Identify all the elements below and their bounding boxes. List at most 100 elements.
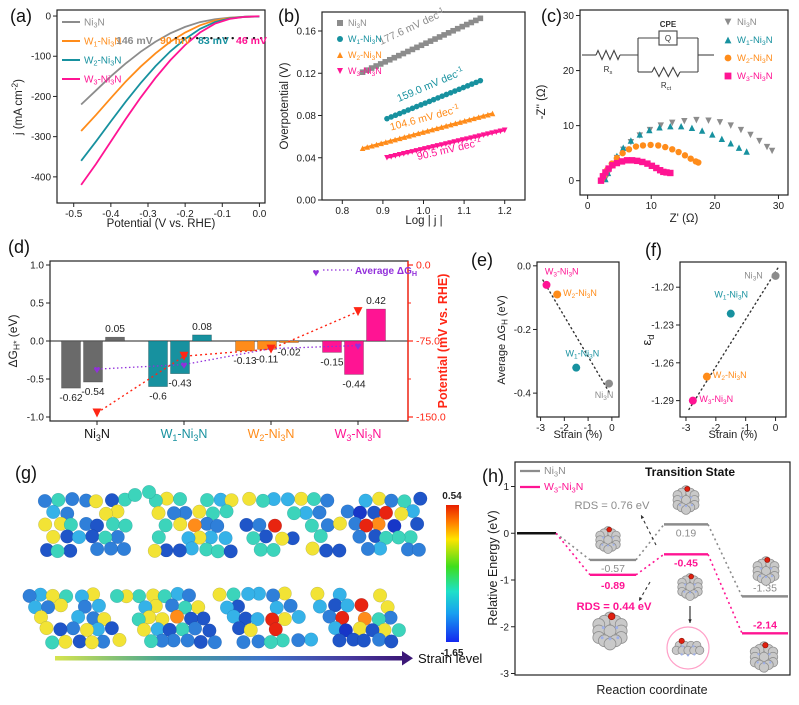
tspan: N — [114, 37, 121, 48]
tspan: 0 — [773, 423, 779, 434]
panel-label-a: (a) — [10, 6, 32, 26]
eis-marker — [727, 122, 734, 129]
tspan: ♥ — [313, 267, 320, 280]
tafel-marker — [443, 141, 449, 147]
n-atom — [683, 590, 686, 593]
data-point — [605, 379, 614, 388]
tspan: 10 — [646, 201, 658, 212]
tafel-marker — [460, 84, 467, 91]
x-axis-label: Strain (%) — [554, 429, 603, 441]
eis-marker — [667, 169, 674, 177]
tspan: N — [360, 18, 367, 28]
legend-marker — [724, 72, 732, 80]
eis-marker — [602, 169, 609, 176]
panel-label-h: (h) — [482, 466, 504, 486]
atom — [84, 635, 99, 650]
tspan: -150.0 — [416, 412, 446, 424]
atom — [405, 504, 420, 519]
atom — [266, 588, 281, 603]
tspan: -0.43 — [168, 379, 192, 390]
atom — [255, 493, 271, 508]
atom — [241, 586, 256, 601]
tspan: Overpotential (V) — [279, 62, 291, 149]
tspan: 3 — [587, 293, 591, 300]
tspan: 3 — [96, 433, 101, 443]
tafel-marker — [401, 108, 407, 115]
tspan: (eV) — [6, 315, 20, 341]
tspan: 1.2 — [498, 206, 512, 217]
atom — [384, 634, 399, 649]
tafel-marker — [432, 36, 438, 42]
bar — [344, 340, 364, 375]
eis-marker — [636, 131, 643, 138]
cpe-q-label: Q — [665, 34, 671, 43]
atom — [118, 518, 133, 533]
tspan: -100 — [31, 52, 51, 63]
tspan: R — [604, 65, 610, 74]
bar — [148, 340, 168, 387]
eis-marker — [687, 155, 694, 162]
y-tick-label: 0 — [568, 176, 574, 187]
legend-label: W1-Ni3N — [737, 35, 773, 47]
n-atom — [769, 661, 772, 664]
tafel-marker — [447, 140, 453, 146]
tafel-marker — [415, 130, 422, 137]
tspan: 10 — [563, 121, 575, 132]
tspan: W — [563, 288, 572, 298]
y-tick-label: 0 — [503, 529, 509, 540]
tafel-marker — [420, 129, 426, 135]
tspan: -1 — [584, 423, 593, 434]
tspan: 1 — [746, 40, 750, 47]
n-atom — [680, 653, 683, 656]
legend-heart: ♥ — [313, 267, 320, 280]
tspan: -2 — [711, 423, 720, 434]
n-atom — [768, 653, 771, 656]
trend-line — [542, 279, 612, 396]
atom — [373, 541, 388, 556]
tspan: W — [713, 370, 722, 380]
rds-label-ni3n: RDS = 0.76 eV — [575, 500, 650, 512]
atom — [371, 516, 386, 532]
atom — [242, 491, 257, 506]
data-point — [688, 396, 697, 405]
atom — [207, 635, 222, 650]
tafel-marker — [406, 132, 412, 139]
tspan: 0.5 — [30, 299, 44, 310]
n-atom — [756, 661, 759, 664]
tafel-marker — [456, 86, 462, 93]
atom — [304, 632, 319, 647]
energy-value-label: -0.89 — [601, 580, 625, 592]
tspan: -0.57 — [601, 563, 625, 575]
n-atom — [602, 536, 605, 539]
atom — [251, 634, 266, 649]
atom — [105, 517, 121, 532]
tspan: -Ni — [360, 66, 372, 76]
tafel-marker — [392, 112, 399, 119]
tspan: W — [348, 66, 357, 76]
data-point — [542, 280, 551, 289]
atom — [166, 506, 182, 521]
y-tick-label: -0.4 — [514, 389, 532, 400]
x-tick-label: 0 — [585, 201, 591, 212]
point-label: W1-Ni3N — [714, 289, 748, 301]
legend-label: Ni3N — [737, 17, 757, 29]
tspan: -0.3 — [139, 209, 157, 220]
legend-marker — [337, 52, 343, 58]
tspan: -Ni — [726, 289, 738, 299]
atom — [104, 493, 119, 508]
tspan: 2 — [721, 375, 725, 382]
tafel-marker — [392, 152, 399, 159]
atom — [413, 491, 428, 506]
bar — [235, 340, 255, 352]
eis-marker — [632, 143, 640, 150]
tafel-marker — [364, 67, 370, 73]
tspan: W — [699, 394, 708, 404]
legend-marker — [337, 68, 343, 74]
atom — [681, 495, 691, 505]
y-axis-label: Overpotential (V) — [279, 62, 291, 149]
n-atom — [678, 503, 682, 507]
tspan: 3 — [746, 22, 750, 29]
eis-marker — [655, 142, 662, 149]
n-atom — [762, 662, 766, 665]
